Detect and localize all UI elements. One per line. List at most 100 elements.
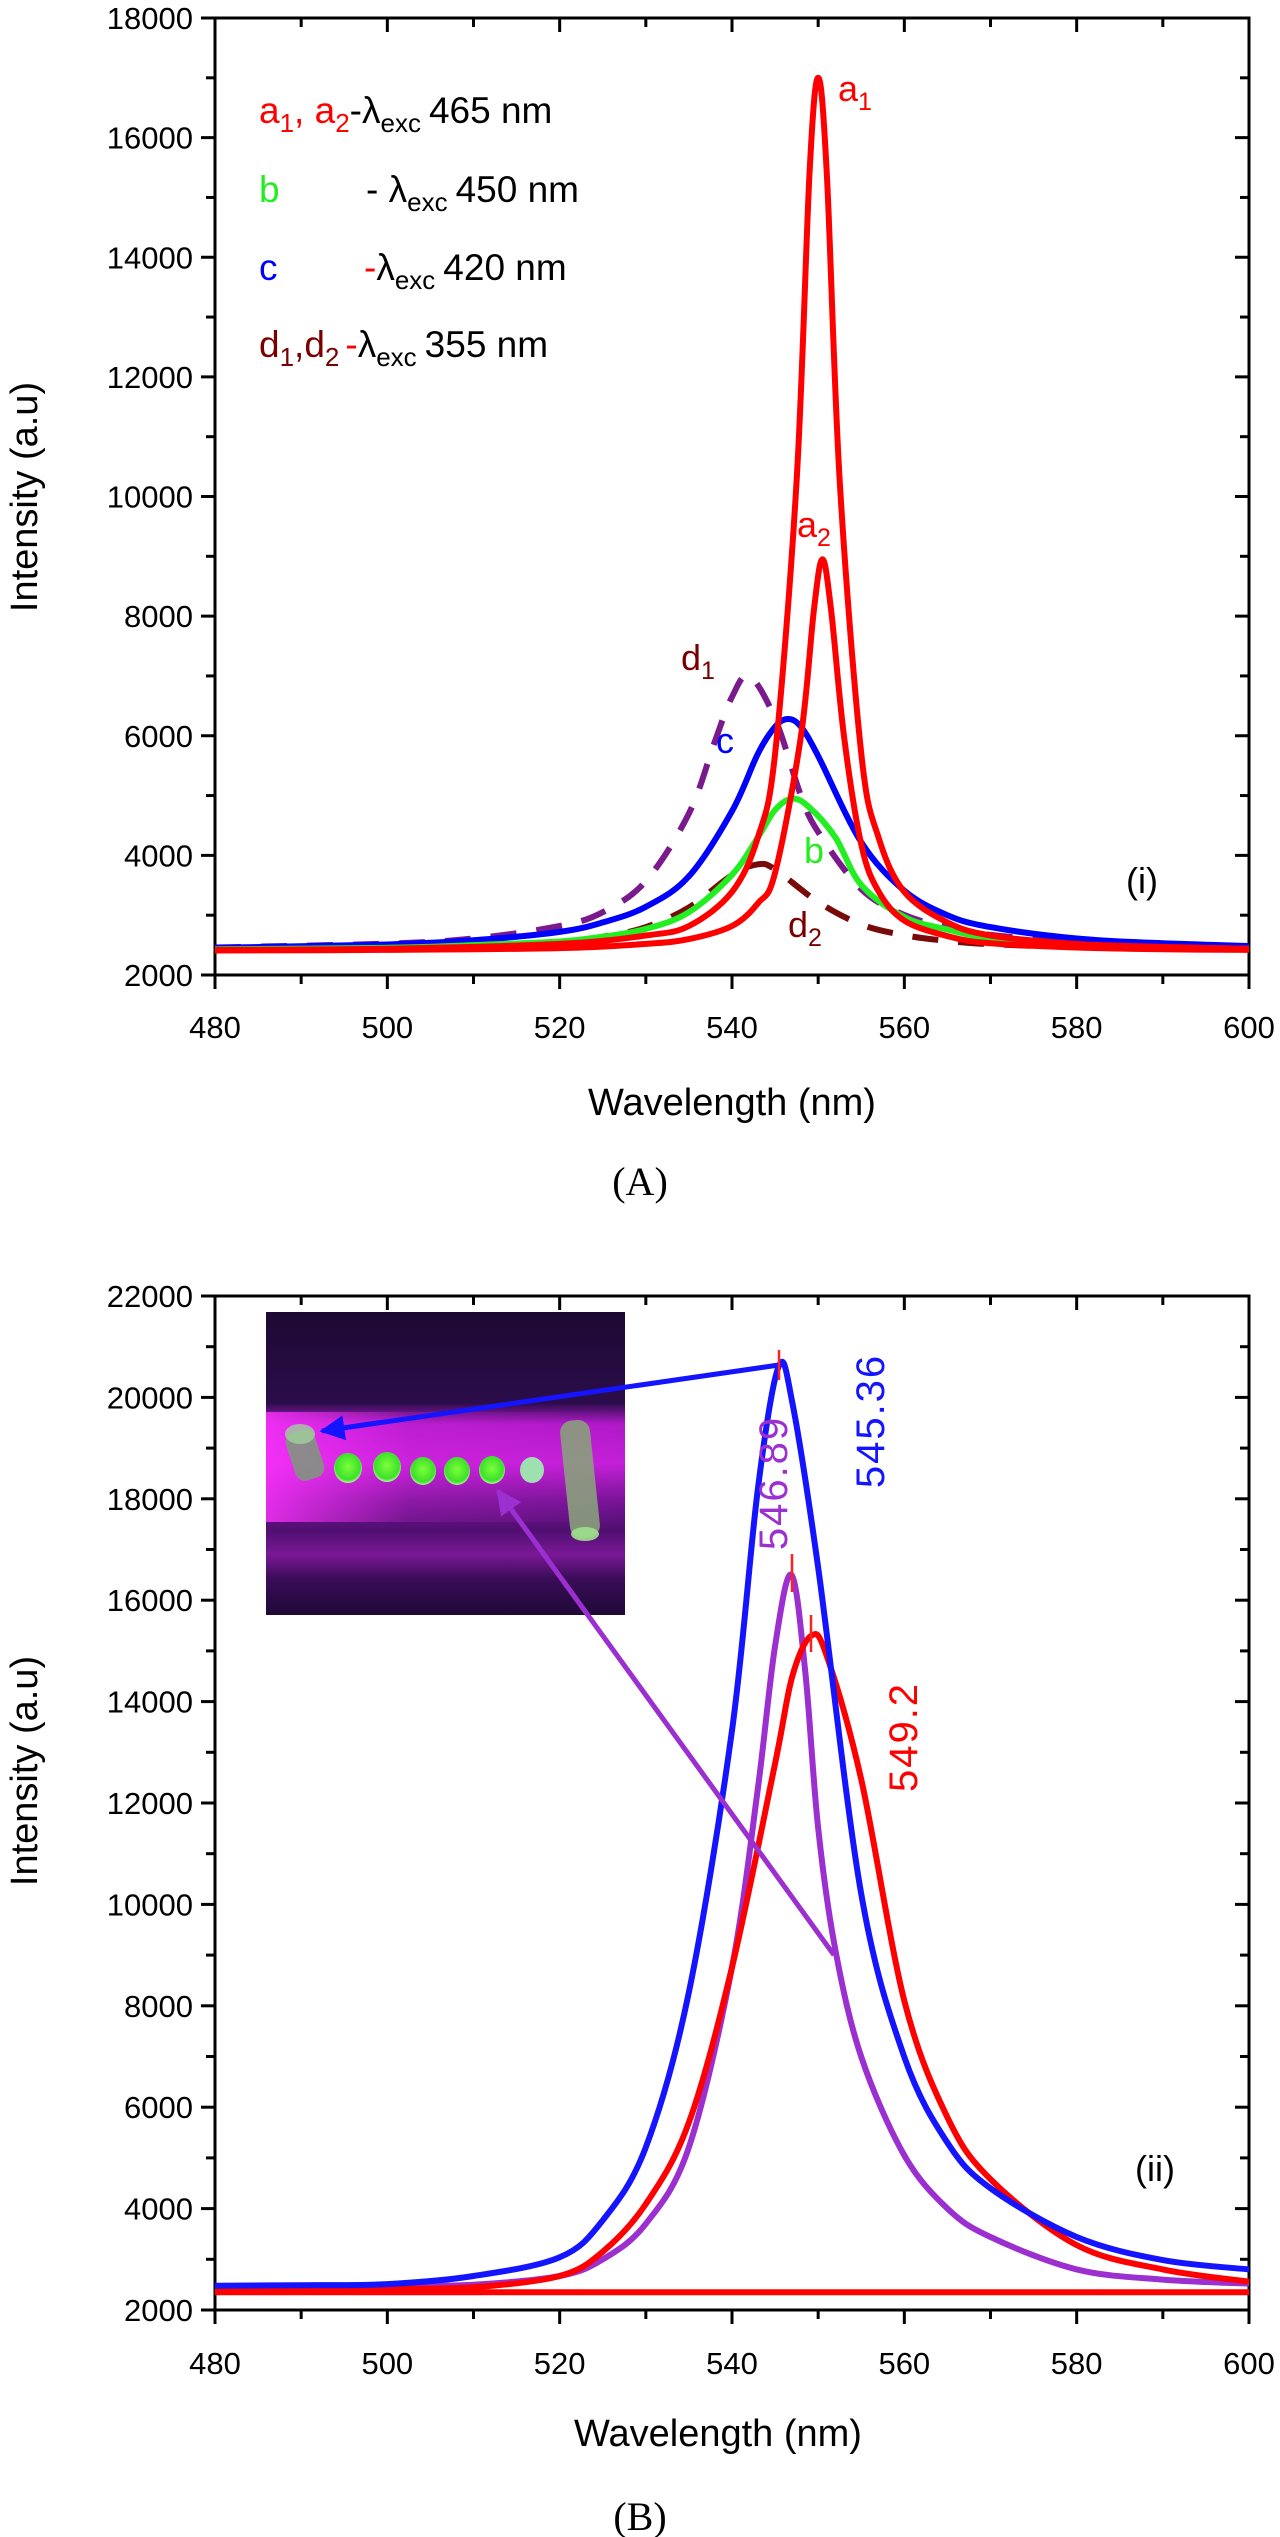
lambda-symbol: λ (389, 169, 408, 210)
annotation-text: d (681, 637, 701, 678)
lambda-symbol: λ (362, 90, 381, 131)
legend-series-name: b (259, 169, 280, 210)
panel-b-y-axis-title: Intensity (a.u) (4, 1656, 46, 1886)
annotation-d2: d2 (788, 904, 822, 952)
plot-frame (213, 16, 1251, 977)
series-line-a2 (214, 556, 1250, 954)
y-tick-label: 22000 (107, 1279, 193, 1314)
peak-label-545-36: 545.36 (849, 1354, 893, 1488)
panel-a-y-axis-title: Intensity (a.u) (4, 382, 46, 612)
legend-series-name: d (259, 324, 280, 365)
x-tick-label: 480 (189, 1010, 241, 1045)
legend-entry-a: a1, a2-λexc 465 nm (259, 90, 552, 138)
y-tick-label: 16000 (107, 1583, 193, 1618)
legend-subscript: 1 (280, 108, 294, 138)
y-tick-label: 8000 (124, 1989, 193, 2024)
y-tick-label: 12000 (107, 360, 193, 395)
panel-a: 480 500 520 540 560 580 600 2000 4000 6000 8000 100… (4, 1, 1275, 1204)
legend-subscript: 2 (335, 108, 349, 138)
legend-dash: - (345, 324, 357, 365)
lambda-subscript: exc (380, 108, 420, 138)
lambda-symbol: λ (358, 324, 377, 365)
annotation-c: c (716, 720, 734, 761)
lambda-subscript: exc (376, 342, 416, 372)
peak-label-546-89: 546.89 (752, 1416, 796, 1550)
inset-right-cylinder (560, 1419, 600, 1541)
x-tick-label: 520 (534, 2346, 586, 2381)
x-tick-label: 480 (189, 2346, 241, 2381)
panel-b-caption: (B) (613, 2494, 666, 2537)
annotation-text: d (788, 904, 808, 945)
legend-entry-d: d1,d2 -λexc 355 nm (259, 324, 548, 372)
x-tick-label: 540 (706, 1010, 758, 1045)
y-tick-label: 20000 (107, 1380, 193, 1415)
y-tick-label: 12000 (107, 1786, 193, 1821)
inset-photo (266, 1312, 625, 1615)
legend-subscript: 1 (280, 342, 294, 372)
panel-a-annotations: a1 a2 d1 c b d2 (681, 68, 872, 952)
sample-dot (444, 1457, 470, 1485)
panel-b-axes: 480 500 520 540 560 580 600 2000 4000 6000 8000 100… (107, 1279, 1275, 2381)
legend-value: 465 nm (429, 90, 552, 131)
sample-dot (410, 1457, 436, 1485)
legend-separator: , (294, 90, 315, 131)
y-tick-label: 16000 (107, 121, 193, 156)
panel-a-axes: 480 500 520 540 560 580 600 2000 4000 6000 8000 100… (107, 1, 1275, 1045)
annotation-subscript: 2 (808, 924, 822, 952)
panel-b: 480 500 520 540 560 580 600 2000 4000 6000 8000 100… (4, 1279, 1275, 2537)
x-tick-label: 580 (1051, 2346, 1103, 2381)
sample-dot (479, 1456, 505, 1484)
legend-subscript: 2 (325, 342, 339, 372)
sample-dot (373, 1452, 401, 1482)
panel-a-legend: a1, a2-λexc 465 nm b- λexc 450 nm c -λexc 42… (259, 90, 579, 372)
legend-dash: - (366, 169, 389, 210)
lambda-subscript: exc (407, 187, 447, 217)
legend-entry-c: c -λexc 420 nm (259, 247, 567, 295)
y-tick-label: 2000 (124, 2293, 193, 2328)
y-tick-label: 8000 (124, 599, 193, 634)
legend-entry-b: b - λexc 450 nm (259, 169, 579, 217)
inset-left-cylinder (285, 1424, 325, 1481)
series-line-a1 (214, 74, 1250, 953)
legend-value: 355 nm (425, 324, 548, 365)
panel-a-tag: (i) (1126, 860, 1158, 901)
y-tick-label: 18000 (107, 1482, 193, 1517)
y-tick-label: 18000 (107, 1, 193, 36)
legend-dash: - (364, 247, 376, 288)
y-tick-label: 4000 (124, 2192, 193, 2227)
annotation-a2: a2 (797, 504, 831, 552)
x-tick-label: 540 (706, 2346, 758, 2381)
legend-series-name: a (259, 90, 280, 131)
series-line-purple (214, 1571, 1250, 2290)
y-tick-label: 10000 (107, 1887, 193, 1922)
y-tick-label: 2000 (124, 958, 193, 993)
legend-separator: , (294, 324, 304, 365)
x-tick-label: 560 (878, 2346, 930, 2381)
annotation-text: a (797, 504, 818, 545)
annotation-d1: d1 (681, 637, 715, 685)
y-tick-label: 4000 (124, 838, 193, 873)
sample-dot (520, 1457, 544, 1483)
annotation-b: b (804, 830, 824, 871)
x-tick-label: 500 (361, 2346, 413, 2381)
legend-series-name: a (315, 90, 336, 131)
y-tick-label: 6000 (124, 719, 193, 754)
legend-series-name: d (304, 324, 325, 365)
annotation-a1: a1 (838, 68, 872, 116)
peak-label-549-2: 549.2 (882, 1682, 926, 1792)
x-tick-label: 600 (1223, 2346, 1275, 2381)
panel-b-curves (214, 1358, 1250, 2296)
inset-sample-dots (334, 1452, 544, 1485)
y-tick-label: 14000 (107, 240, 193, 275)
lambda-symbol: λ (376, 247, 395, 288)
panel-a-x-axis-title: Wavelength (nm) (588, 1082, 876, 1124)
legend-series-name: c (259, 247, 278, 288)
legend-value: 420 nm (443, 247, 566, 288)
x-tick-label: 500 (361, 1010, 413, 1045)
purple-arrow (495, 1488, 837, 1957)
annotation-subscript: 1 (858, 88, 872, 116)
y-tick-label: 14000 (107, 1685, 193, 1720)
y-tick-label: 6000 (124, 2090, 193, 2125)
x-tick-label: 580 (1051, 1010, 1103, 1045)
x-tick-label: 560 (878, 1010, 930, 1045)
